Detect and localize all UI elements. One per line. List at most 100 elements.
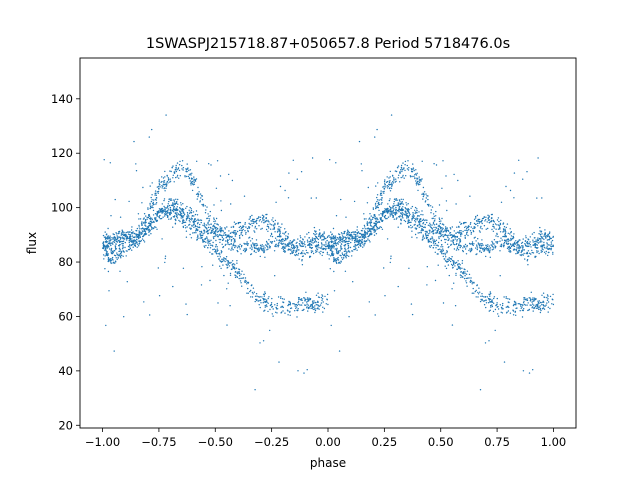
data-point xyxy=(412,168,414,170)
data-point xyxy=(336,248,338,251)
data-point xyxy=(504,232,507,235)
data-point xyxy=(363,236,365,239)
data-point xyxy=(331,245,334,248)
data-point xyxy=(476,220,478,222)
data-point xyxy=(241,277,243,279)
data-point xyxy=(214,220,217,222)
data-point xyxy=(485,219,487,221)
data-point xyxy=(176,214,178,217)
data-point xyxy=(200,197,202,199)
data-point xyxy=(234,233,236,236)
data-point xyxy=(230,240,233,242)
data-point xyxy=(191,172,193,174)
data-point xyxy=(489,256,491,258)
data-point xyxy=(497,241,499,243)
data-point xyxy=(148,136,150,138)
data-point xyxy=(537,300,539,302)
data-point xyxy=(173,207,175,209)
data-point xyxy=(377,206,379,209)
data-point xyxy=(409,176,412,178)
data-point xyxy=(209,210,211,213)
data-point xyxy=(332,247,334,249)
data-point xyxy=(333,290,336,292)
data-point xyxy=(300,237,302,239)
data-point xyxy=(112,241,114,243)
data-point xyxy=(144,231,147,233)
data-point xyxy=(112,238,114,240)
data-point xyxy=(552,299,554,301)
data-point xyxy=(326,293,329,296)
data-point xyxy=(311,307,313,309)
data-point xyxy=(495,235,497,237)
data-point xyxy=(390,255,392,257)
data-point xyxy=(304,298,307,301)
data-point xyxy=(424,226,426,229)
data-point xyxy=(197,222,199,224)
data-point xyxy=(151,182,153,184)
data-point xyxy=(442,248,444,250)
data-point xyxy=(373,229,376,231)
data-point xyxy=(271,297,273,300)
data-point xyxy=(195,229,198,231)
data-point xyxy=(264,256,266,258)
data-point xyxy=(220,209,223,212)
data-point xyxy=(220,200,222,202)
data-point xyxy=(236,247,239,249)
data-point xyxy=(259,299,262,301)
data-point xyxy=(547,311,549,313)
data-point xyxy=(267,223,269,226)
data-point xyxy=(306,233,308,235)
data-point xyxy=(473,243,475,245)
data-point xyxy=(161,238,163,240)
data-point xyxy=(478,230,481,232)
data-point xyxy=(354,246,356,248)
data-point xyxy=(199,223,201,226)
data-point xyxy=(348,231,351,234)
data-point xyxy=(440,249,442,251)
data-point xyxy=(541,197,543,199)
data-point xyxy=(274,231,276,233)
data-point xyxy=(370,221,372,223)
data-point xyxy=(532,298,534,301)
data-point xyxy=(376,226,378,229)
data-point xyxy=(176,212,178,214)
data-point xyxy=(228,248,230,250)
data-point xyxy=(532,241,534,243)
data-point xyxy=(384,211,386,214)
data-point xyxy=(291,251,293,253)
data-point xyxy=(342,237,344,239)
data-point xyxy=(304,253,306,255)
data-point xyxy=(309,243,311,246)
data-point xyxy=(166,180,169,183)
data-point xyxy=(149,204,151,206)
data-point xyxy=(532,239,534,241)
data-point xyxy=(297,302,299,304)
data-point xyxy=(420,220,422,223)
data-point xyxy=(203,225,205,227)
data-point xyxy=(345,241,347,243)
data-point xyxy=(264,301,267,303)
data-point xyxy=(418,178,421,180)
data-point xyxy=(271,235,274,238)
data-point xyxy=(255,239,258,241)
data-point xyxy=(422,218,425,220)
data-point xyxy=(481,243,483,245)
data-point xyxy=(152,221,154,223)
data-point xyxy=(263,298,265,300)
data-point xyxy=(327,242,330,244)
data-point xyxy=(258,248,260,251)
data-point xyxy=(106,244,109,247)
data-point xyxy=(111,256,114,259)
data-point xyxy=(382,186,384,188)
data-point xyxy=(348,242,350,245)
data-point xyxy=(398,216,400,218)
data-point xyxy=(164,213,167,216)
data-point xyxy=(193,223,195,226)
data-point xyxy=(195,232,197,234)
data-point xyxy=(537,237,539,239)
data-point xyxy=(550,249,552,251)
data-point xyxy=(519,247,521,250)
data-point xyxy=(207,213,209,215)
data-point xyxy=(352,231,354,233)
data-point xyxy=(287,245,289,247)
